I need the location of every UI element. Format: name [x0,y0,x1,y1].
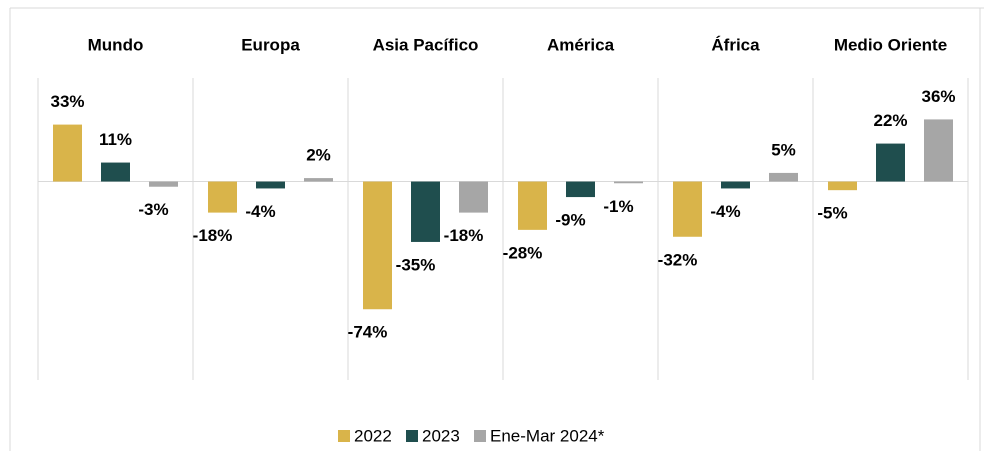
bar [518,181,547,230]
bar [566,181,595,198]
bar [769,172,798,182]
category-label: América [547,35,615,54]
bar [828,181,857,191]
legend-label: 2022 [354,426,392,445]
bar [53,124,82,182]
value-label: 2% [306,146,331,165]
bar [101,162,130,182]
bar [304,178,333,182]
bar [363,181,392,310]
value-label: -3% [138,200,168,219]
bar [411,181,440,242]
value-label: -5% [817,204,847,223]
bar [721,181,750,189]
value-label: 36% [921,87,955,106]
bar [924,119,953,182]
value-label: -1% [603,197,633,216]
value-label: -4% [710,202,740,221]
value-label: 22% [873,111,907,130]
legend-label: 2023 [422,426,460,445]
value-label: -18% [193,226,233,245]
bar [614,181,643,184]
bar [876,143,905,182]
value-label: 5% [771,140,796,159]
value-label: -74% [348,323,388,342]
bar [149,181,178,187]
category-label: Mundo [88,35,144,54]
bar [208,181,237,213]
bar [459,181,488,213]
category-label: África [711,35,760,54]
legend-swatch [406,430,418,442]
legend-label: Ene-Mar 2024* [490,426,605,445]
value-label: -4% [245,202,275,221]
category-label: Asia Pacífico [373,35,479,54]
legend-swatch [338,430,350,442]
bar [673,181,702,237]
category-label: Medio Oriente [834,35,947,54]
value-label: -18% [444,226,484,245]
bar [256,181,285,189]
category-label: Europa [241,35,300,54]
value-label: -9% [555,211,585,230]
value-label: -32% [658,250,698,269]
value-label: -28% [503,243,543,262]
legend-swatch [474,430,486,442]
value-label: 11% [99,130,132,149]
value-label: 33% [50,92,84,111]
value-label: -35% [396,255,436,274]
